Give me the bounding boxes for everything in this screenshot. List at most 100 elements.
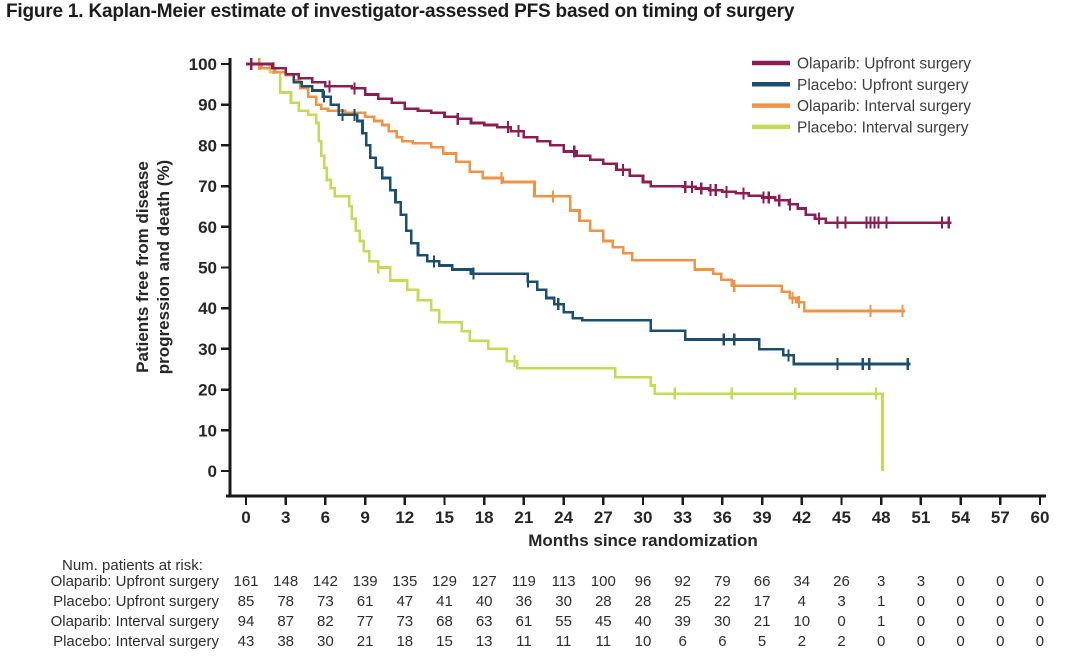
risk-table-cell: 11 xyxy=(516,633,532,650)
risk-table-cell: 0 xyxy=(956,573,964,590)
censor-ticks-olaparib-interval xyxy=(258,58,904,318)
y-tick-label: 80 xyxy=(198,136,217,155)
legend-label: Olaparib: Upfront surgery xyxy=(797,56,971,73)
risk-table-cell: 47 xyxy=(396,593,413,610)
y-tick-label: 20 xyxy=(198,381,217,400)
risk-table-cell: 36 xyxy=(516,593,533,610)
risk-table-cell: 2 xyxy=(837,633,845,650)
y-tick-label: 40 xyxy=(198,299,217,318)
y-tick-label: 70 xyxy=(198,177,217,196)
risk-table-cell: 6 xyxy=(679,633,687,650)
x-tick-label: 54 xyxy=(951,508,970,527)
x-tick-group: 0 3 6 9 12 15 18 21 24 27 30 33 36 39 42 45 48 51 54 57 60 xyxy=(241,496,1049,527)
risk-table-cell: 135 xyxy=(392,573,417,590)
y-tick-group: 0 10 20 30 40 50 60 70 80 90 100 xyxy=(189,55,230,481)
y-tick-label: 10 xyxy=(198,421,217,440)
risk-table-cell: 43 xyxy=(238,633,255,650)
x-tick-label: 9 xyxy=(360,508,369,527)
risk-table-cell: 113 xyxy=(552,573,576,590)
risk-table-cell: 26 xyxy=(833,573,850,590)
risk-table-cell: 0 xyxy=(956,613,964,630)
risk-table-cell: 39 xyxy=(674,613,691,630)
x-tick-label: 33 xyxy=(673,508,692,527)
risk-table-cell: 0 xyxy=(1036,633,1044,650)
km-curve-olaparib-upfront xyxy=(246,62,952,224)
risk-table-cell: 148 xyxy=(273,573,298,590)
legend-item-placebo-upfront: Placebo: Upfront surgery xyxy=(752,77,969,94)
risk-table-cell: 92 xyxy=(674,573,691,590)
risk-table-cell: 40 xyxy=(476,593,493,610)
risk-table-cell: 0 xyxy=(996,633,1004,650)
risk-table-cell: 161 xyxy=(233,573,258,590)
y-axis-label: Patients free from disease progression an… xyxy=(133,160,173,374)
x-tick-label: 18 xyxy=(475,508,494,527)
risk-table-row-label: Placebo: Upfront surgery xyxy=(53,593,219,610)
risk-table-cell: 22 xyxy=(714,593,731,610)
risk-table-cell: 55 xyxy=(555,613,572,630)
figure-title: Figure 1. Kaplan-Meier estimate of inves… xyxy=(6,1,795,22)
risk-table-cell: 21 xyxy=(357,633,374,650)
risk-table-cell: 82 xyxy=(317,613,334,630)
risk-table-cell: 2 xyxy=(798,633,806,650)
risk-table-cell: 28 xyxy=(635,593,652,610)
x-tick-label: 24 xyxy=(554,508,573,527)
censor-ticks-olaparib-upfront xyxy=(250,58,950,229)
x-tick-label: 0 xyxy=(241,508,250,527)
risk-table-cell: 30 xyxy=(555,593,572,610)
risk-table-cell: 38 xyxy=(277,633,294,650)
y-tick-label: 90 xyxy=(198,96,217,115)
risk-table-row: Olaparib: Upfront surgery 161 148 142 139 135… xyxy=(51,573,1045,590)
risk-table-cell: 1 xyxy=(877,613,885,630)
risk-table-cell: 79 xyxy=(714,573,731,590)
risk-table-cell: 63 xyxy=(476,613,493,630)
risk-table-cell: 17 xyxy=(754,593,771,610)
risk-table-cell: 0 xyxy=(1036,573,1044,590)
risk-table-cell: 119 xyxy=(512,573,536,590)
x-tick-label: 30 xyxy=(634,508,653,527)
risk-table-cell: 3 xyxy=(917,573,925,590)
risk-table-cell: 73 xyxy=(396,613,413,630)
risk-table-cell: 77 xyxy=(357,613,374,630)
x-tick-label: 36 xyxy=(713,508,732,527)
risk-table-cell: 100 xyxy=(591,573,616,590)
risk-table-header: Num. patients at risk: xyxy=(62,557,203,574)
x-tick-label: 57 xyxy=(991,508,1010,527)
x-tick-label: 42 xyxy=(792,508,811,527)
x-tick-label: 45 xyxy=(832,508,851,527)
risk-table-cell: 11 xyxy=(596,633,612,650)
risk-table-cell: 0 xyxy=(1036,593,1044,610)
y-tick-label: 0 xyxy=(208,462,217,481)
risk-table-cell: 0 xyxy=(877,633,885,650)
risk-table-cell: 73 xyxy=(317,593,334,610)
x-tick-label: 21 xyxy=(514,508,533,527)
risk-table-cell: 30 xyxy=(317,633,334,650)
risk-table-cell: 0 xyxy=(996,613,1004,630)
x-axis-label: Months since randomization xyxy=(528,531,758,550)
risk-table-cell: 129 xyxy=(432,573,457,590)
risk-table-cell: 142 xyxy=(313,573,338,590)
legend-label: Placebo: Upfront surgery xyxy=(797,77,969,94)
risk-table-cell: 45 xyxy=(595,613,612,630)
censor-ticks-placebo-interval xyxy=(377,261,877,400)
risk-table-cell: 94 xyxy=(238,613,255,630)
legend-item-olaparib-upfront: Olaparib: Upfront surgery xyxy=(752,56,971,73)
x-tick-label: 48 xyxy=(872,508,891,527)
risk-table-cell: 34 xyxy=(793,573,810,590)
y-tick-label: 100 xyxy=(189,55,217,74)
legend: Olaparib: Upfront surgery Placebo: Upfron… xyxy=(752,56,971,136)
risk-table-cell: 0 xyxy=(956,633,964,650)
risk-table: Num. patients at risk:Olaparib: Upfront … xyxy=(51,557,1045,650)
risk-table-cell: 0 xyxy=(917,593,925,610)
risk-table-cell: 68 xyxy=(436,613,453,630)
legend-label: Placebo: Interval surgery xyxy=(797,119,969,136)
risk-table-cell: 85 xyxy=(238,593,255,610)
x-tick-label: 12 xyxy=(395,508,414,527)
x-tick-label: 6 xyxy=(321,508,330,527)
x-tick-label: 51 xyxy=(911,508,930,527)
risk-table-cell: 0 xyxy=(917,633,925,650)
risk-table-cell: 61 xyxy=(357,593,374,610)
risk-table-cell: 87 xyxy=(277,613,294,630)
risk-table-row: Placebo: Interval surgery 43 38 30 21 18 15 13 1… xyxy=(53,633,1044,650)
y-tick-label: 30 xyxy=(198,340,217,359)
